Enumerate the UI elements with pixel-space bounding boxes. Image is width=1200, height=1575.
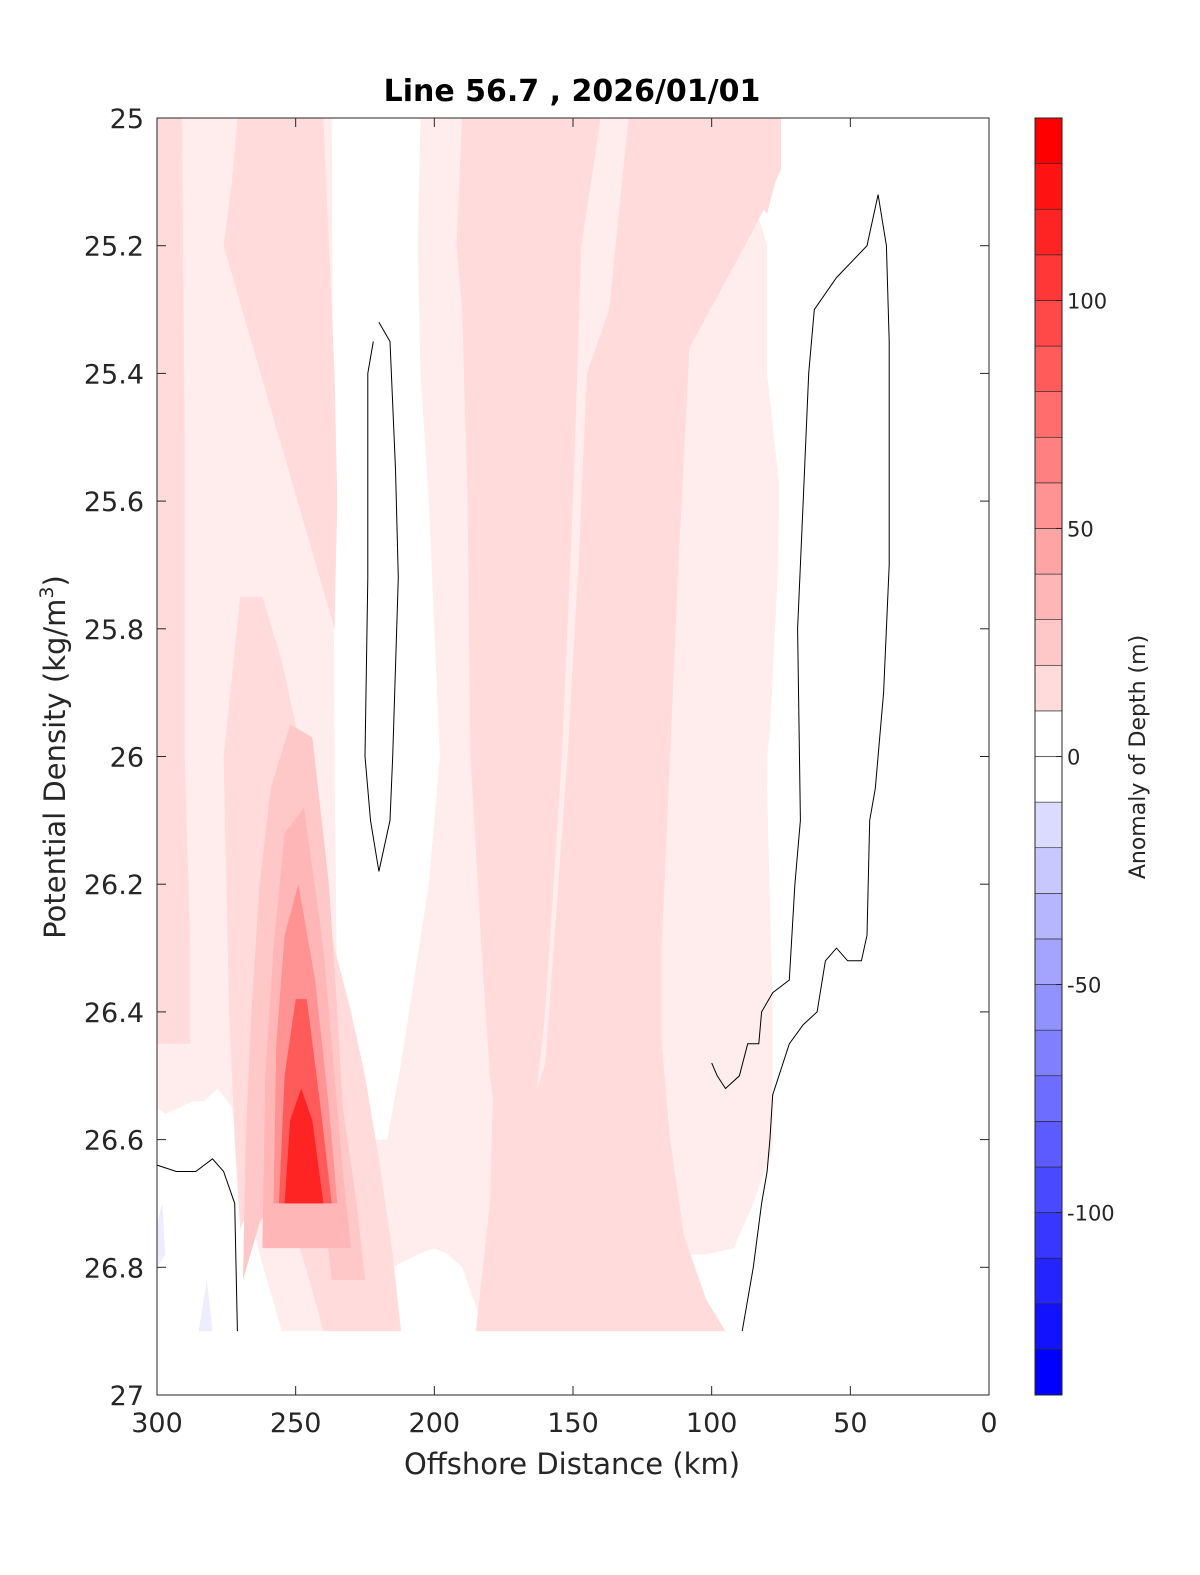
colorbar-label: Anomaly of Depth (m) [1126, 635, 1151, 879]
y-tick-label: 26.6 [84, 1126, 144, 1157]
y-tick-label: 25.4 [84, 359, 144, 390]
zero-contour-line-1 [156, 1158, 238, 1332]
colorbar-level [1034, 345, 1063, 392]
contour-fill-region-8 [456, 118, 601, 1236]
contour-fill-region-2 [198, 1280, 213, 1332]
y-tick-label: 25.8 [84, 615, 144, 646]
colorbar-tick-label: -100 [1067, 1202, 1115, 1226]
colorbar-level [1034, 1075, 1063, 1122]
zero-contour-line-2 [741, 194, 890, 1332]
colorbar-level [1034, 756, 1063, 803]
contour-fill-region-6 [157, 118, 191, 1044]
y-axis: 25 25.2 25.4 25.6 25.8 26 26.2 26.4 26.6 26.8 27 [84, 104, 989, 1412]
x-tick-label: 150 [547, 1408, 599, 1439]
x-tick-label: 50 [833, 1408, 867, 1439]
colorbar-tick-label: 0 [1067, 746, 1080, 770]
colorbar-level [1034, 573, 1063, 620]
contour-fill-region-10 [639, 118, 776, 214]
contour-fill-region-7 [223, 118, 338, 629]
colorbar-level [1034, 984, 1063, 1031]
colorbar-level [1034, 436, 1063, 484]
colorbar-level [1034, 1303, 1063, 1350]
y-tick-label: 26.2 [84, 870, 144, 901]
x-tick-label: 100 [686, 1408, 738, 1439]
y-axis-label-superscript: 3 [36, 586, 58, 598]
contour-fill-region-5 [767, 118, 917, 1300]
contour-fill-region-4 [373, 341, 396, 834]
colorbar-level [1034, 163, 1063, 210]
y-tick-label: 26.4 [84, 998, 144, 1029]
colorbar-level [1034, 482, 1063, 529]
colorbar-level [1034, 619, 1063, 666]
x-tick-label: 0 [980, 1408, 997, 1439]
colorbar-level [1034, 254, 1063, 301]
x-tick-label: 200 [409, 1408, 461, 1439]
x-axis-label: Offshore Distance (km) [404, 1447, 740, 1481]
y-axis-label: Potential Density (kg/m3) [36, 575, 72, 939]
colorbar-level [1034, 710, 1063, 757]
colorbar-level [1034, 300, 1063, 347]
colorbar-level [1034, 664, 1063, 712]
colorbar-level [1034, 1166, 1063, 1213]
colorbar-level [1034, 1257, 1063, 1305]
zero-contour-line-3 [711, 194, 879, 1090]
x-tick-label: 250 [270, 1408, 322, 1439]
chart-title: Line 56.7 , 2026/01/01 [384, 74, 761, 109]
colorbar-level [1034, 391, 1063, 438]
y-tick-label: 25.2 [84, 232, 144, 263]
y-tick-label: 26.8 [84, 1253, 144, 1284]
zero-contour-lines [156, 194, 890, 1332]
y-tick-label: 26 [110, 743, 144, 774]
colorbar-level [1034, 1029, 1063, 1077]
colorbar-level [1034, 847, 1063, 894]
colorbar-level [1034, 801, 1063, 849]
colorbar-level [1034, 1349, 1063, 1396]
colorbar-level [1034, 938, 1063, 985]
y-tick-label: 25 [110, 104, 144, 135]
y-tick-label: 25.6 [84, 487, 144, 518]
contour-fill-region-16 [284, 1088, 324, 1204]
colorbar-level [1034, 117, 1063, 164]
colorbar-level [1034, 528, 1063, 575]
x-axis: 300 250 200 150 100 50 0 [131, 118, 998, 1439]
colorbar-level [1034, 1121, 1063, 1168]
colorbar-tick-label: 50 [1067, 517, 1094, 541]
colorbar-level [1034, 893, 1063, 940]
colorbar-tick-label: 100 [1067, 289, 1107, 313]
colorbar: -100 -50 0 50 100 [1034, 117, 1115, 1396]
contour-fill-region-9 [475, 118, 781, 1332]
x-tick-label: 300 [131, 1408, 183, 1439]
contour-fill-region-1 [157, 1203, 166, 1268]
zero-contour-line-0 [364, 322, 399, 872]
filled-contour-layer [157, 118, 917, 1332]
colorbar-tick-label: -50 [1067, 974, 1101, 998]
colorbar-level [1034, 208, 1063, 256]
y-tick-label: 27 [110, 1381, 144, 1412]
colorbar-level [1034, 1212, 1063, 1259]
